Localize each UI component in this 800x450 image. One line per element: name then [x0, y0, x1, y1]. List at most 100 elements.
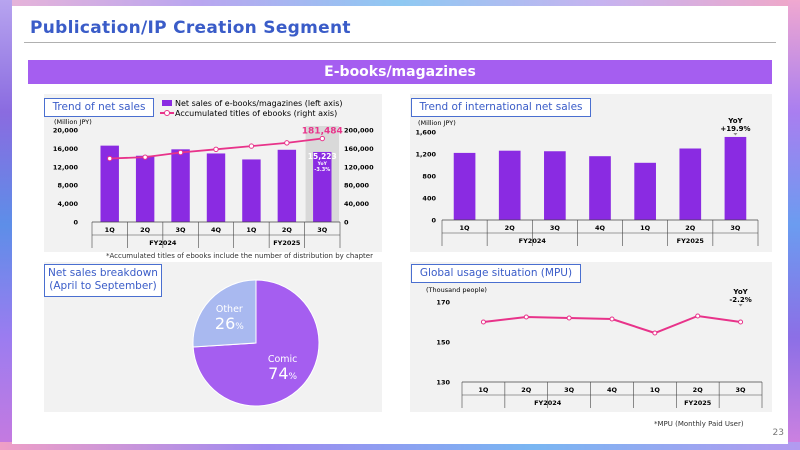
intl-group-label: FY2024: [519, 237, 547, 245]
sales-tick-label: 4Q: [211, 226, 222, 234]
sales-footnote: *Accumulated titles of ebooks include th…: [106, 252, 373, 260]
sales-tick-label: 1Q: [105, 226, 116, 234]
title-divider: [24, 42, 776, 43]
intl-tick-label: 3Q: [730, 224, 741, 232]
mpu-unit-label: (Thousand people): [426, 286, 487, 294]
titles-point: [319, 135, 325, 142]
sales-bar: [313, 151, 332, 222]
sales-yoy-label: YoY: [317, 161, 328, 167]
sales-group-label: FY2024: [149, 239, 177, 247]
sales-tick-label: 2Q: [140, 226, 151, 234]
mpu-line-chart: (Thousand people) 130 150 170 YoY-2.2% 1Q 2Q 3…: [426, 286, 763, 408]
mpu-point: [652, 330, 658, 336]
intl-bar: [634, 162, 656, 220]
sales-left-tick: 4,000: [57, 200, 78, 208]
net-sales-chart: (Million JPY) Net sales of e-books/magaz…: [53, 99, 374, 248]
mpu-point: [695, 313, 701, 319]
intl-left-tick: 400: [422, 195, 436, 203]
sales-bar: [277, 149, 297, 222]
intl-yoy-label: YoY: [727, 117, 743, 125]
titles-point: [177, 149, 184, 156]
legend-line-label: Accumulated titles of ebooks (right axis…: [175, 109, 337, 118]
mpu-tick-label: 2Q: [521, 386, 532, 394]
titles-last-label: 181,484: [302, 127, 343, 137]
mpu-point: [480, 319, 486, 325]
intl-bar: [498, 150, 521, 220]
intl-bar: [724, 136, 747, 220]
sales-left-tick: 12,000: [53, 163, 79, 171]
legend-bar-swatch: [162, 100, 172, 106]
intl-tick-label: 2Q: [505, 224, 516, 232]
intl-tick-label: 1Q: [640, 224, 651, 232]
mpu-point: [738, 319, 744, 325]
sales-bar: [135, 155, 155, 222]
sales-bar: [100, 145, 119, 222]
sales-right-tick: 80,000: [344, 182, 370, 190]
pie-label-comic: Comic: [268, 354, 298, 365]
titles-point: [213, 146, 219, 153]
intl-left-tick: 800: [422, 173, 436, 181]
mpu-left-tick: 170: [436, 299, 450, 307]
legend-bar-label: Net sales of e-books/magazines (left axi…: [175, 99, 343, 108]
mpu-tick-label: 1Q: [478, 386, 489, 394]
intl-tick-label: 1Q: [460, 224, 471, 232]
mpu-group-label: FY2024: [534, 399, 562, 407]
intl-bar: [589, 156, 611, 220]
decorative-frame-bottom: [0, 442, 800, 450]
mpu-panel-label: Global usage situation (MPU): [411, 264, 581, 283]
mpu-left-tick: 150: [436, 339, 450, 347]
intl-bar: [544, 151, 566, 220]
legend-line-marker: [164, 110, 170, 116]
pie-slice-other: [192, 279, 257, 348]
mpu-group-label: FY2025: [684, 399, 712, 407]
mpu-panel: [410, 262, 772, 412]
titles-point: [107, 155, 113, 162]
intl-group-label: FY2025: [677, 237, 705, 245]
sales-right-tick: 120,000: [344, 163, 374, 171]
mpu-point: [523, 314, 529, 320]
mpu-point: [609, 316, 615, 322]
sales-bar: [206, 153, 226, 222]
decorative-frame-left: [0, 0, 12, 450]
sales-left-tick: 20,000: [53, 127, 79, 135]
intl-yoy-value: +19.9%: [720, 125, 750, 133]
mpu-point: [566, 315, 572, 321]
mpu-left-tick: 130: [436, 379, 450, 387]
page-number: 23: [772, 428, 784, 438]
intl-tick-label: 3Q: [550, 224, 561, 232]
sales-left-tick: 0: [73, 219, 78, 227]
breakdown-label-line2: (April to September): [49, 280, 157, 292]
sales-last-value: 15,223: [308, 152, 337, 161]
sales-panel-label: Trend of net sales: [44, 98, 154, 117]
sales-tick-label: 3Q: [317, 226, 328, 234]
sales-right-tick: 160,000: [344, 145, 374, 153]
sales-left-tick: 16,000: [53, 145, 79, 153]
breakdown-label-line1: Net sales breakdown: [48, 267, 158, 279]
mpu-tick-label: 3Q: [736, 386, 747, 394]
intl-bar: [679, 148, 702, 220]
sales-right-tick: 40,000: [344, 200, 370, 208]
mpu-tick-label: 4Q: [607, 386, 618, 394]
titles-point: [284, 140, 290, 146]
section-banner: E-books/magazines: [28, 60, 772, 84]
intl-panel-label: Trend of international net sales: [411, 98, 591, 117]
sales-group-label: FY2025: [273, 239, 301, 247]
breakdown-panel-label: Net sales breakdown (April to September): [44, 264, 162, 297]
intl-unit-label: (Million JPY): [418, 119, 456, 127]
page-title: Publication/IP Creation Segment: [30, 18, 351, 38]
mpu-yoy-arrow: [738, 304, 743, 307]
intl-bar: [453, 152, 476, 220]
sales-bar: [242, 159, 261, 222]
mpu-tick-label: 2Q: [693, 386, 704, 394]
sales-left-tick: 8,000: [57, 182, 78, 190]
sales-unit-label: (Million JPY): [54, 118, 92, 126]
intl-left-tick: 1,600: [415, 129, 436, 137]
intl-left-tick: 1,200: [415, 151, 436, 159]
mpu-yoy-label: YoY: [732, 288, 748, 296]
international-sales-chart: (Million JPY) 0 400 800 1,200 1,600 YoY+19.9%…: [415, 117, 759, 246]
intl-tick-label: 2Q: [685, 224, 696, 232]
mpu-tick-label: 3Q: [564, 386, 575, 394]
decorative-frame-top: [0, 0, 800, 10]
intl-yoy-arrow: [733, 132, 738, 136]
